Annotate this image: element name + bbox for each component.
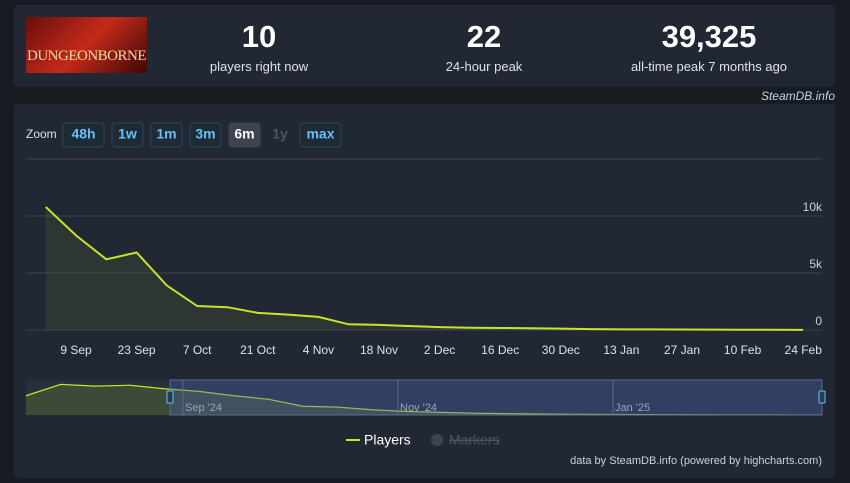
stat-value: 22	[466, 19, 502, 54]
game-logo: DUNGEONBORNE	[26, 17, 147, 73]
navigator-handle[interactable]	[818, 390, 826, 404]
stat: 10 players right now	[149, 19, 369, 74]
navigator-label: Jan '25	[615, 402, 650, 414]
zoom-button[interactable]	[62, 122, 105, 148]
x-tick-label: 16 Dec	[481, 343, 519, 357]
stat-value: 39,325	[661, 19, 757, 54]
game-name: DUNGEONBORNE	[27, 48, 147, 64]
legend-label[interactable]: Players	[364, 432, 411, 448]
navigator-window[interactable]	[169, 379, 823, 416]
legend-symbol	[431, 434, 443, 446]
zoom-label: Zoom	[26, 127, 57, 141]
zoom-button-label[interactable]: 3m	[195, 126, 215, 142]
zoom-button-label: 1y	[272, 126, 288, 142]
stat-value: 10	[241, 19, 277, 54]
x-tick-label: 9 Sep	[60, 343, 92, 357]
stat: 22 24-hour peak	[374, 19, 594, 74]
x-tick-label: 27 Jan	[664, 343, 700, 357]
x-tick-label: 23 Sep	[118, 343, 156, 357]
stat-label: 24-hour peak	[445, 59, 523, 74]
zoom-button-label[interactable]: 1m	[156, 126, 176, 142]
zoom-button[interactable]	[111, 122, 144, 148]
navigator-label: Nov '24	[400, 402, 437, 414]
chart-panel	[14, 104, 835, 478]
area	[45, 206, 804, 330]
y-tick-label: 0	[815, 314, 822, 328]
x-tick-label: 21 Oct	[240, 343, 276, 357]
zoom-button[interactable]	[299, 122, 342, 148]
y-tick-label: 10k	[803, 200, 823, 214]
zoom-button[interactable]	[189, 122, 222, 148]
stat: 39,325 all-time peak 7 months ago	[599, 19, 819, 74]
zoom-button-label[interactable]: 48h	[71, 126, 95, 142]
y-tick-label: 5k	[809, 257, 823, 271]
zoom-button-label[interactable]: 6m	[234, 126, 254, 142]
x-tick-label: 24 Feb	[785, 343, 823, 357]
zoom-button-label[interactable]: max	[306, 126, 334, 142]
credit: data by SteamDB.info (powered by highcha…	[570, 455, 822, 467]
x-tick-label: 18 Nov	[360, 343, 398, 357]
source: SteamDB.info	[760, 89, 835, 103]
navigator-handle[interactable]	[166, 390, 174, 404]
x-tick-label: 2 Dec	[424, 343, 455, 357]
stat-label: players right now	[209, 59, 309, 74]
zoom-button[interactable]	[150, 122, 183, 148]
navigator-label: Sep '24	[185, 402, 222, 414]
zoom-button-label[interactable]: 1w	[118, 126, 137, 142]
x-tick-label: 4 Nov	[303, 343, 334, 357]
navigator-area	[26, 384, 822, 415]
stat-label: all-time peak 7 months ago	[630, 59, 788, 74]
stats-panel: DUNGEONBORNE 10 players right now 22 24-ho…	[14, 5, 835, 87]
x-tick-label: 7 Oct	[183, 343, 212, 357]
navigator-bg	[26, 380, 822, 415]
legend-label[interactable]: Markers	[449, 432, 500, 448]
x-tick-label: 10 Feb	[724, 343, 762, 357]
x-tick-label: 30 Dec	[542, 343, 580, 357]
line	[45, 206, 804, 331]
zoom-button[interactable]	[228, 122, 261, 148]
x-tick-label: 13 Jan	[603, 343, 639, 357]
